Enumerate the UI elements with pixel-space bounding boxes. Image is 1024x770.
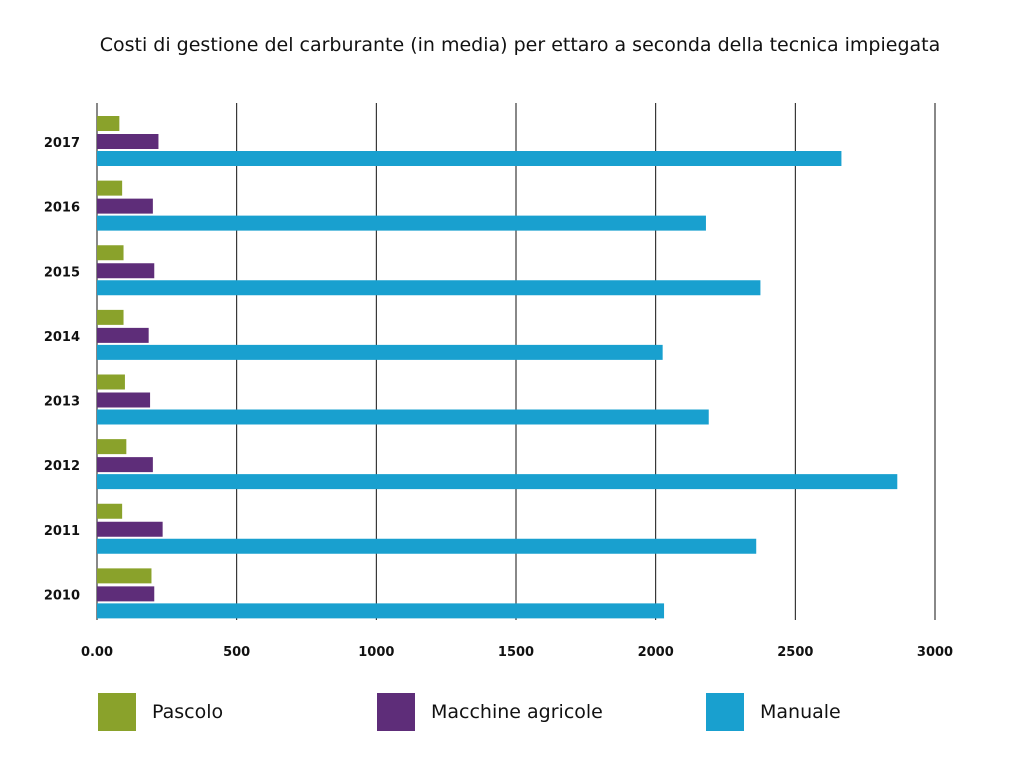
legend-swatch-pascolo bbox=[98, 693, 136, 731]
bar-macchine-agricole-2013 bbox=[97, 392, 151, 408]
bar-pascolo-2013 bbox=[97, 374, 125, 390]
bar-macchine-agricole-2015 bbox=[97, 263, 155, 279]
legend-item-pascolo: Pascolo bbox=[98, 692, 223, 732]
x-tick-label-3: 1500 bbox=[498, 645, 534, 660]
category-label-2013: 2013 bbox=[44, 395, 80, 410]
category-label-2015: 2015 bbox=[44, 265, 80, 280]
x-tick-label-1: 500 bbox=[223, 645, 250, 660]
bar-pascolo-2011 bbox=[97, 503, 123, 519]
bar-manuale-2014 bbox=[97, 344, 663, 360]
bar-macchine-agricole-2016 bbox=[97, 198, 153, 214]
legend-swatch-manuale bbox=[706, 693, 744, 731]
bar-pascolo-2012 bbox=[97, 439, 127, 455]
legend-label-manuale: Manuale bbox=[760, 701, 841, 723]
bar-manuale-2015 bbox=[97, 280, 761, 296]
category-label-2017: 2017 bbox=[44, 136, 80, 151]
bar-manuale-2010 bbox=[97, 603, 665, 619]
legend-swatch-macchine-agricole bbox=[377, 693, 415, 731]
legend-label-pascolo: Pascolo bbox=[152, 701, 224, 723]
bar-chart: 0.00 500 1000 1500 2000 2500 3000 2017 2016 2015 2… bbox=[44, 103, 953, 660]
bar-macchine-agricole-2010 bbox=[97, 586, 155, 602]
bar-pascolo-2016 bbox=[97, 180, 123, 196]
bar-pascolo-2015 bbox=[97, 245, 124, 261]
category-label-2014: 2014 bbox=[44, 330, 80, 345]
category-label-2010: 2010 bbox=[44, 588, 80, 603]
chart-title: Costi di gestione del carburante (in med… bbox=[99, 34, 941, 56]
legend-item-macchine-agricole: Macchine agricole bbox=[377, 692, 603, 732]
bar-manuale-2013 bbox=[97, 409, 709, 425]
bar-manuale-2016 bbox=[97, 215, 706, 231]
bar-pascolo-2010 bbox=[97, 568, 152, 584]
x-tick-label-0: 0.00 bbox=[81, 645, 113, 660]
legend: Pascolo Macchine agricole Manuale bbox=[0, 692, 1024, 736]
legend-item-manuale: Manuale bbox=[706, 692, 841, 732]
bar-macchine-agricole-2014 bbox=[97, 327, 149, 343]
category-label-2012: 2012 bbox=[44, 459, 80, 474]
bar-manuale-2011 bbox=[97, 538, 757, 554]
x-tick-label-5: 2500 bbox=[777, 645, 813, 660]
x-tick-label-2: 1000 bbox=[358, 645, 394, 660]
x-tick-label-6: 3000 bbox=[917, 645, 953, 660]
bar-macchine-agricole-2011 bbox=[97, 521, 163, 537]
bar-manuale-2017 bbox=[97, 151, 842, 166]
category-label-2016: 2016 bbox=[44, 201, 80, 216]
bar-macchine-agricole-2012 bbox=[97, 457, 153, 473]
bar-pascolo-2017 bbox=[97, 116, 120, 131]
bar-manuale-2012 bbox=[97, 474, 898, 490]
x-tick-label-4: 2000 bbox=[638, 645, 674, 660]
legend-label-macchine-agricole: Macchine agricole bbox=[431, 701, 603, 723]
category-label-2011: 2011 bbox=[44, 524, 80, 539]
bar-macchine-agricole-2017 bbox=[97, 134, 159, 149]
bar-pascolo-2014 bbox=[97, 309, 124, 325]
